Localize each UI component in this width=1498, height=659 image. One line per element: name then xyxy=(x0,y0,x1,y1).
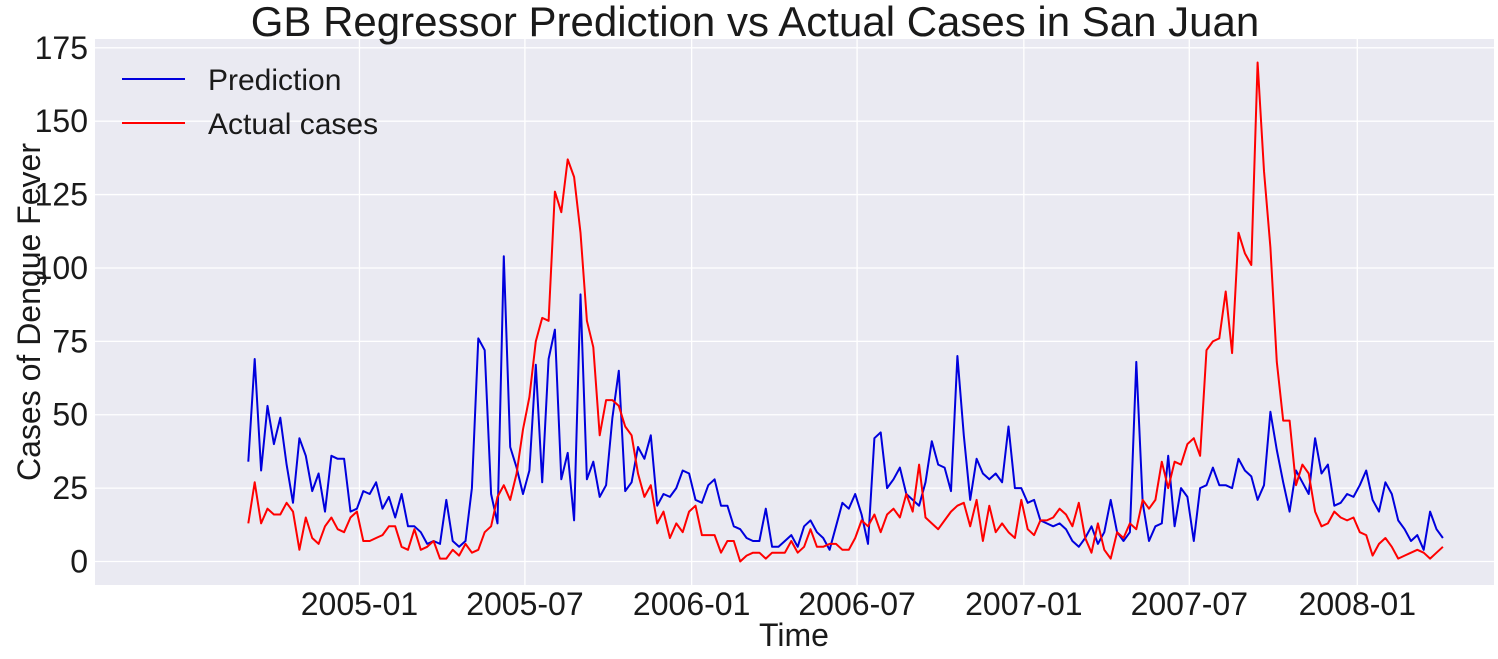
y-tick-label: 0 xyxy=(70,544,88,580)
y-tick-label: 175 xyxy=(35,30,88,66)
x-tick-label: 2006-01 xyxy=(633,586,750,622)
x-axis-label: Time xyxy=(759,617,829,653)
y-tick-label: 100 xyxy=(35,250,88,286)
x-tick-label: 2008-01 xyxy=(1299,586,1416,622)
y-tick-labels: 0 25 50 75 100 125 150 175 xyxy=(35,30,88,580)
gridlines xyxy=(95,39,1494,585)
x-tick-label: 2007-01 xyxy=(965,586,1082,622)
x-tick-label: 2007-07 xyxy=(1131,586,1248,622)
chart-title: GB Regressor Prediction vs Actual Cases … xyxy=(251,0,1260,45)
series-line-actual xyxy=(247,61,1444,563)
legend-label-prediction: Prediction xyxy=(208,64,341,97)
x-tick-label: 2006-07 xyxy=(798,586,915,622)
y-axis-label: Cases of Dengue Fever xyxy=(11,143,47,481)
y-tick-label: 50 xyxy=(52,397,88,433)
y-tick-label: 125 xyxy=(35,177,88,213)
y-tick-label: 75 xyxy=(52,323,88,359)
y-tick-label: 25 xyxy=(52,470,88,506)
legend: Prediction Actual cases xyxy=(122,64,378,141)
legend-label-actual: Actual cases xyxy=(208,108,378,141)
x-tick-labels: 2005-01 2005-07 2006-01 2006-07 2007-01 2007-… xyxy=(301,586,1416,622)
series-lines xyxy=(247,61,1444,563)
y-tick-label: 150 xyxy=(35,103,88,139)
x-tick-label: 2005-07 xyxy=(466,586,583,622)
series-line-prediction xyxy=(247,255,1444,551)
x-tick-label: 2005-01 xyxy=(301,586,418,622)
